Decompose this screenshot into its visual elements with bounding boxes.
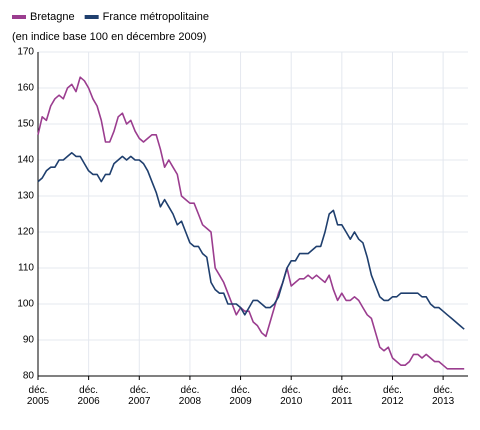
y-tick-label: 130 <box>17 191 34 202</box>
x-tick-label: déc. 2005 <box>26 385 50 407</box>
x-tick-label: déc. 2007 <box>128 385 151 407</box>
y-tick-label: 90 <box>23 335 35 346</box>
y-tick-label: 80 <box>23 371 35 382</box>
x-tick-label: déc. 2006 <box>77 385 100 407</box>
chart-subtitle: (en indice base 100 en décembre 2009) <box>12 31 206 43</box>
legend-swatch <box>84 15 99 19</box>
y-tick-label: 120 <box>17 227 34 238</box>
y-tick-label: 150 <box>17 119 34 130</box>
y-tick-label: 160 <box>17 83 34 94</box>
series-line <box>37 152 465 330</box>
y-tick-label: 100 <box>17 299 34 310</box>
x-tick-label: déc. 2010 <box>280 385 303 407</box>
x-tick-label: déc. 2009 <box>229 385 252 407</box>
y-tick-label: 140 <box>17 155 34 166</box>
x-tick-label: déc. 2011 <box>331 385 353 407</box>
series-line <box>37 76 465 370</box>
y-tick-label: 110 <box>18 263 34 274</box>
legend-label: Bretagne <box>30 11 75 23</box>
x-tick-label: déc. 2013 <box>431 385 455 407</box>
legend-label: France métropolitaine <box>103 11 209 23</box>
legend-swatch <box>12 15 26 19</box>
y-tick-label: 170 <box>17 47 34 58</box>
x-tick-label: déc. 2012 <box>381 385 404 407</box>
x-tick-label: déc. 2008 <box>178 385 202 407</box>
